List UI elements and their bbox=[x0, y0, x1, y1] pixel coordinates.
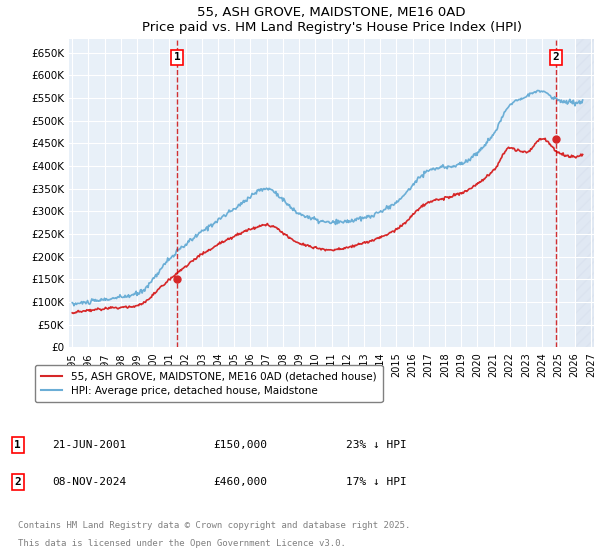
Title: 55, ASH GROVE, MAIDSTONE, ME16 0AD
Price paid vs. HM Land Registry's House Price: 55, ASH GROVE, MAIDSTONE, ME16 0AD Price… bbox=[142, 6, 521, 34]
Text: Contains HM Land Registry data © Crown copyright and database right 2025.: Contains HM Land Registry data © Crown c… bbox=[18, 521, 410, 530]
Text: £150,000: £150,000 bbox=[214, 440, 268, 450]
Bar bbox=[575, 39, 599, 347]
Text: 2: 2 bbox=[553, 52, 559, 62]
Text: 23% ↓ HPI: 23% ↓ HPI bbox=[346, 440, 407, 450]
Text: 1: 1 bbox=[174, 52, 181, 62]
Text: 21-JUN-2001: 21-JUN-2001 bbox=[52, 440, 127, 450]
Text: 08-NOV-2024: 08-NOV-2024 bbox=[52, 477, 127, 487]
Legend: 55, ASH GROVE, MAIDSTONE, ME16 0AD (detached house), HPI: Average price, detache: 55, ASH GROVE, MAIDSTONE, ME16 0AD (deta… bbox=[35, 365, 383, 402]
Text: 17% ↓ HPI: 17% ↓ HPI bbox=[346, 477, 407, 487]
Text: 2: 2 bbox=[14, 477, 21, 487]
Text: 1: 1 bbox=[14, 440, 21, 450]
Text: £460,000: £460,000 bbox=[214, 477, 268, 487]
Text: This data is licensed under the Open Government Licence v3.0.: This data is licensed under the Open Gov… bbox=[18, 539, 346, 548]
